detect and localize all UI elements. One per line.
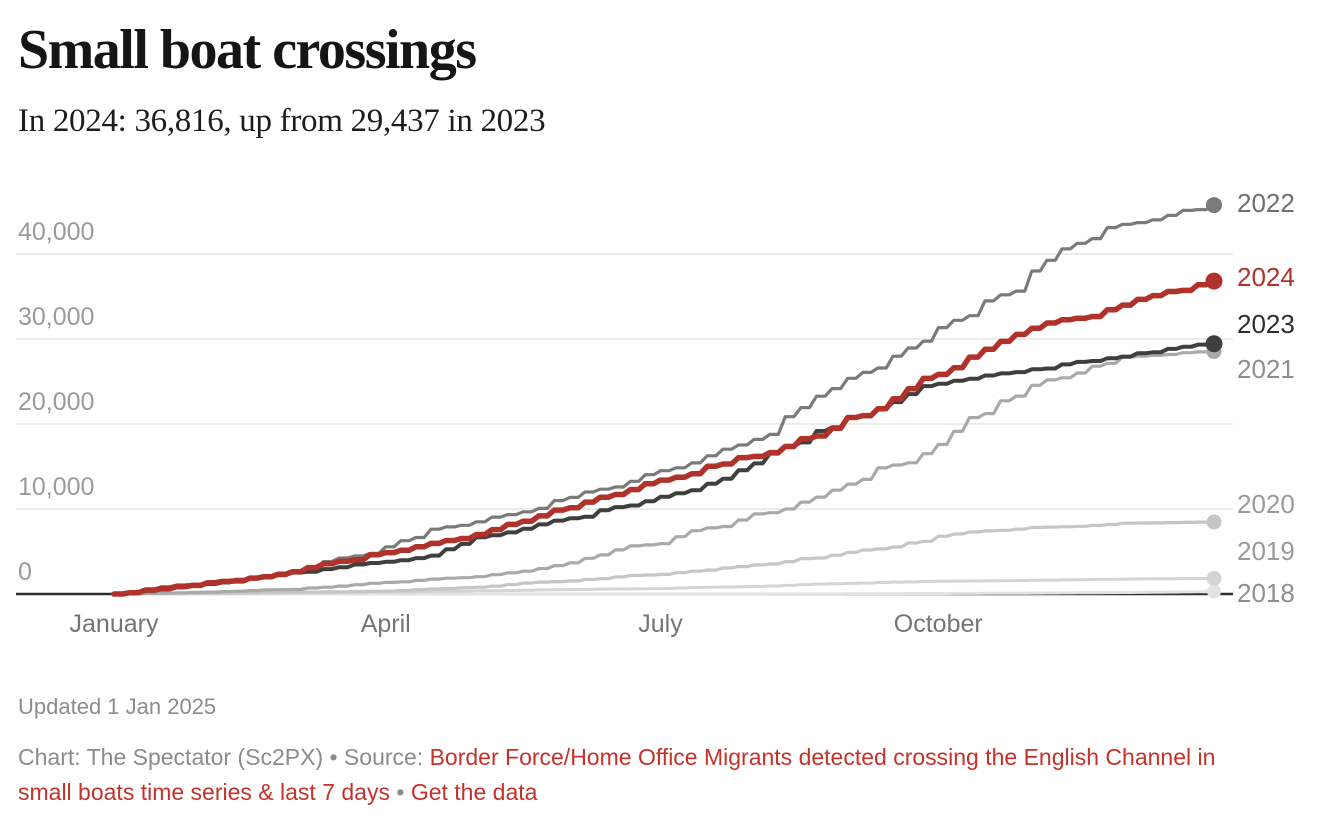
x-axis-tick-July: July — [638, 610, 683, 638]
series-label-2023: 2023 — [1237, 308, 1295, 339]
y-axis-tick-40,000: 40,000 — [18, 218, 95, 246]
get-the-data-link[interactable]: Get the data — [410, 779, 538, 805]
chart-subtitle: In 2024: 36,816, up from 29,437 in 2023 — [18, 103, 546, 139]
source-link[interactable]: Border Force/Home Office Migrants detect… — [18, 744, 1222, 805]
y-axis-tick-30,000: 30,000 — [18, 303, 95, 331]
series-line-2020[interactable] — [112, 520, 1215, 596]
x-axis-tick-January: January — [69, 610, 159, 638]
series-label-2021: 2021 — [1237, 353, 1295, 384]
chart-caption: Chart: The Spectator (Sc2PX) • Source: B… — [18, 740, 1248, 810]
series-end-dot-2024 — [1205, 272, 1223, 290]
y-axis-tick-0: 0 — [18, 558, 32, 586]
updated-timestamp: Updated 1 Jan 2025 — [18, 694, 217, 719]
series-end-dot-2020 — [1206, 514, 1222, 530]
page-title: Small boat crossings — [18, 19, 477, 81]
x-axis-tick-April: April — [360, 610, 411, 638]
caption-bullet: • — [389, 779, 411, 805]
y-axis-tick-10,000: 10,000 — [18, 473, 95, 501]
series-label-2018: 2018 — [1237, 578, 1295, 609]
y-axis-tick-20,000: 20,000 — [18, 388, 95, 416]
series-end-dot-2022 — [1206, 197, 1222, 214]
x-axis-tick-October: October — [893, 610, 983, 638]
series-line-2021[interactable] — [112, 349, 1215, 596]
series-line-2024[interactable] — [111, 278, 1216, 597]
series-label-2020: 2020 — [1237, 489, 1295, 520]
series-label-2024: 2024 — [1237, 262, 1295, 293]
series-label-2022: 2022 — [1237, 188, 1295, 219]
series-label-2019: 2019 — [1237, 536, 1295, 567]
series-end-dot-2018 — [1207, 584, 1221, 599]
series-line-2022[interactable] — [112, 203, 1215, 596]
series-end-dot-2023 — [1205, 335, 1223, 353]
caption-credit-and-source-label: Chart: The Spectator (Sc2PX) • Source: — [18, 744, 430, 770]
series-end-dot-2019 — [1206, 570, 1222, 586]
